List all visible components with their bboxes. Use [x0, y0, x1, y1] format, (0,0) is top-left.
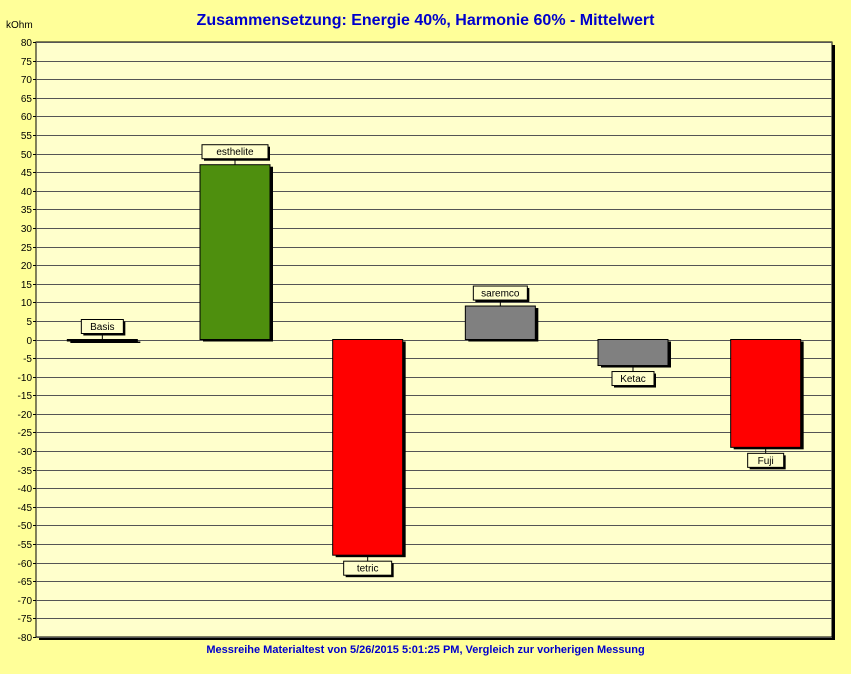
- y-tick-label: -40: [18, 484, 33, 495]
- y-tick-label: -55: [18, 540, 33, 551]
- y-axis: -80-75-70-65-60-55-50-45-40-35-30-25-20-…: [18, 38, 36, 644]
- bar-label-tetric: tetric: [357, 564, 379, 575]
- bar-label-esthelite: esthelite: [216, 147, 254, 158]
- y-tick-label: 30: [21, 224, 33, 235]
- y-tick-label: 20: [21, 261, 33, 272]
- y-tick-label: -65: [18, 577, 33, 588]
- y-tick-label: -70: [18, 596, 33, 607]
- y-tick-label: -75: [18, 614, 33, 625]
- bar-label-ketac: Ketac: [620, 374, 646, 385]
- chart-footer: Messreihe Materialtest von 5/26/2015 5:0…: [206, 644, 645, 656]
- y-tick-label: 55: [21, 131, 33, 142]
- label-box: [747, 452, 785, 468]
- y-tick-label: 0: [26, 336, 32, 347]
- bar-label-basis: Basis: [90, 322, 114, 333]
- y-tick-label: -20: [18, 410, 33, 421]
- bar-esthelite: [199, 164, 271, 340]
- bar-labels: Basis esthelite tetric saremco Ketac Fuji: [80, 144, 786, 578]
- grid-lines: [35, 41, 835, 640]
- y-tick-label: -60: [18, 559, 33, 570]
- y-tick-label: 10: [21, 298, 33, 309]
- bar-label-fuji: Fuji: [758, 456, 774, 467]
- label-box: [201, 144, 269, 160]
- y-tick-label: 70: [21, 75, 33, 86]
- y-tick-label: 60: [21, 112, 33, 123]
- bars: [66, 164, 804, 558]
- y-tick-label: -10: [18, 373, 33, 384]
- label-box: [611, 371, 655, 387]
- label-box: [472, 285, 528, 301]
- y-tick-label: 45: [21, 168, 33, 179]
- bar-shadow: [70, 341, 141, 343]
- bar-ketac: [597, 339, 669, 367]
- bar-label-saremco: saremco: [481, 289, 520, 300]
- label-box: [343, 560, 393, 576]
- y-tick-label: 65: [21, 94, 33, 105]
- y-tick-label: -50: [18, 521, 33, 532]
- y-tick-label: 40: [21, 187, 33, 198]
- bar-tetric: [332, 339, 404, 556]
- y-tick-label: -35: [18, 466, 33, 477]
- bar-saremco: [464, 305, 536, 340]
- bar-fuji: [730, 339, 802, 448]
- y-tick-label: 5: [26, 317, 32, 328]
- y-tick-label: -30: [18, 447, 33, 458]
- y-tick-label: -45: [18, 503, 33, 514]
- y-tick-label: 35: [21, 205, 33, 216]
- y-tick-label: -5: [23, 354, 32, 365]
- y-tick-label: 80: [21, 38, 33, 49]
- y-tick-label: -80: [18, 633, 33, 644]
- label-box: [80, 319, 124, 334]
- y-tick-label: 75: [21, 57, 33, 68]
- y-tick-label: -25: [18, 428, 33, 439]
- plot-area: [35, 41, 833, 638]
- bar-basis: [66, 339, 138, 342]
- chart-title: Zusammensetzung: Energie 40%, Harmonie 6…: [196, 12, 655, 29]
- y-tick-label: 50: [21, 150, 33, 161]
- y-tick-label: 25: [21, 243, 33, 254]
- y-tick-label: -15: [18, 391, 33, 402]
- y-unit-label: kOhm: [6, 20, 33, 31]
- y-tick-label: 15: [21, 280, 33, 291]
